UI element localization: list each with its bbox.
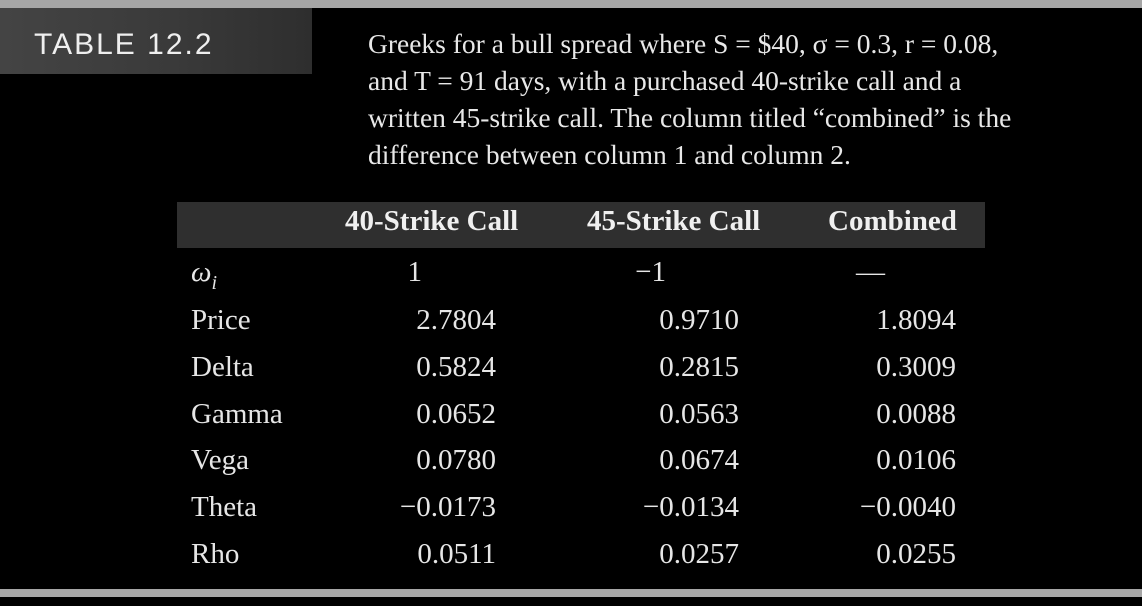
caption-line-4: difference between column 1 and column 2… bbox=[368, 139, 851, 170]
cell-combined: — bbox=[856, 256, 885, 288]
cell-40-strike: 0.0511 bbox=[417, 538, 496, 570]
cell-combined: 0.0106 bbox=[876, 444, 956, 476]
cell-combined: 0.0255 bbox=[876, 538, 956, 570]
column-header-45-strike: 45-Strike Call bbox=[587, 205, 761, 237]
table-row-delta: Delta 0.5824 0.2815 0.3009 bbox=[0, 351, 1142, 391]
column-header-combined: Combined bbox=[828, 205, 957, 237]
cell-40-strike: −0.0173 bbox=[399, 491, 496, 523]
caption-line-1: Greeks for a bull spread where S = $40, … bbox=[368, 28, 999, 59]
column-header-40-strike: 40-Strike Call bbox=[345, 205, 519, 237]
row-label: Gamma bbox=[191, 398, 283, 430]
table-row-vega: Vega 0.0780 0.0674 0.0106 bbox=[0, 444, 1142, 484]
omega-symbol: ω bbox=[191, 256, 212, 288]
cell-40-strike: 0.0780 bbox=[416, 444, 496, 476]
cell-45-strike: −1 bbox=[635, 256, 666, 288]
cell-combined: 0.3009 bbox=[876, 351, 956, 383]
cell-45-strike: 0.2815 bbox=[659, 351, 739, 383]
table-row-gamma: Gamma 0.0652 0.0563 0.0088 bbox=[0, 398, 1142, 438]
row-label: Theta bbox=[191, 491, 258, 523]
cell-40-strike: 0.0652 bbox=[416, 398, 496, 430]
table-caption: Greeks for a bull spread where S = $40, … bbox=[368, 25, 1108, 173]
cell-combined: −0.0040 bbox=[859, 491, 956, 523]
cell-45-strike: 0.0257 bbox=[659, 538, 739, 570]
table-label: TABLE 12.2 bbox=[34, 28, 214, 61]
table-row-rho: Rho 0.0511 0.0257 0.0255 bbox=[0, 538, 1142, 578]
cell-45-strike: 0.0563 bbox=[659, 398, 739, 430]
table-label-box: TABLE 12.2 bbox=[0, 8, 312, 74]
cell-combined: 1.8094 bbox=[876, 304, 956, 336]
row-label: Price bbox=[191, 304, 251, 336]
cell-40-strike: 1 bbox=[407, 256, 423, 288]
row-label: Rho bbox=[191, 538, 240, 570]
row-label: Vega bbox=[191, 444, 249, 476]
omega-subscript: i bbox=[211, 272, 218, 294]
table-row-theta: Theta −0.0173 −0.0134 −0.0040 bbox=[0, 491, 1142, 531]
row-label: Delta bbox=[191, 351, 254, 383]
table-row-price: Price 2.7804 0.9710 1.8094 bbox=[0, 304, 1142, 344]
cell-45-strike: 0.9710 bbox=[659, 304, 739, 336]
caption-line-2: and T = 91 days, with a purchased 40-str… bbox=[368, 65, 962, 96]
row-label: ωi bbox=[191, 256, 217, 294]
cell-40-strike: 0.5824 bbox=[416, 351, 496, 383]
cell-40-strike: 2.7804 bbox=[416, 304, 496, 336]
table-header-bar bbox=[177, 202, 985, 248]
cell-45-strike: 0.0674 bbox=[659, 444, 739, 476]
table-row-omega: ωi 1 −1 — bbox=[0, 256, 1142, 296]
bottom-rule bbox=[0, 589, 1142, 597]
caption-line-3: written 45-strike call. The column title… bbox=[368, 102, 1012, 133]
cell-45-strike: −0.0134 bbox=[642, 491, 739, 523]
top-rule bbox=[0, 0, 1142, 8]
cell-combined: 0.0088 bbox=[876, 398, 956, 430]
